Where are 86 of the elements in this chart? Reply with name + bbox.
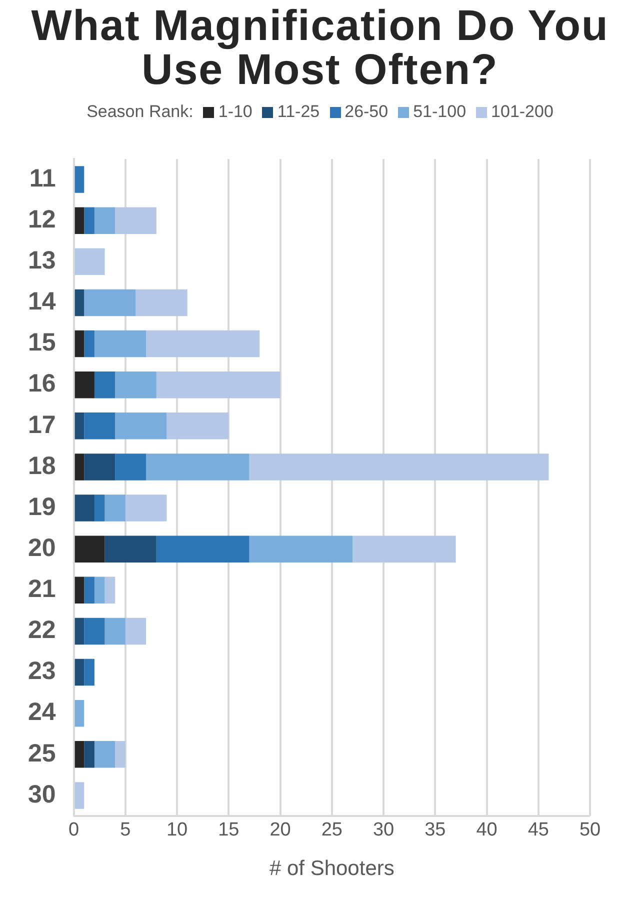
bar [94, 330, 146, 358]
bar [125, 494, 167, 522]
bar [352, 536, 456, 562]
legend-title: Season Rank: [86, 102, 194, 122]
x-tick-label: 40 [476, 820, 498, 841]
bar [74, 207, 84, 234]
bar [94, 741, 116, 768]
bar [115, 741, 126, 768]
bar [74, 494, 94, 522]
bar [104, 576, 116, 604]
y-tick-label: 19 [28, 492, 56, 521]
x-tick-label: 50 [579, 820, 601, 841]
bar [74, 741, 84, 768]
bar [74, 536, 105, 562]
y-tick-label: 23 [28, 657, 56, 686]
y-tick-label: 11 [29, 164, 56, 192]
x-axis-title: # of Shooters [269, 857, 394, 880]
bar [74, 576, 84, 604]
legend-label: 101-200 [491, 102, 554, 122]
y-tick-label: 14 [28, 288, 56, 316]
bar [74, 330, 84, 358]
bar [84, 454, 116, 480]
bar [146, 330, 260, 358]
y-tick-label: 16 [28, 370, 56, 398]
bar [84, 412, 116, 440]
x-tick-label: 35 [424, 820, 446, 841]
bar [74, 454, 84, 480]
legend-label: 1-10 [218, 102, 252, 122]
bar [166, 412, 229, 440]
y-tick-label: 15 [28, 328, 56, 357]
x-tick-label: 10 [166, 820, 188, 841]
bar [146, 454, 250, 480]
bar [115, 372, 156, 398]
bar [74, 248, 105, 275]
bar [84, 330, 94, 358]
bar [249, 454, 549, 480]
x-tick-label: 20 [270, 820, 291, 841]
bar [104, 618, 126, 645]
bar [115, 454, 146, 480]
bar [94, 372, 116, 398]
x-tick-label: 45 [528, 820, 549, 841]
bar [74, 412, 84, 440]
bar [104, 494, 126, 522]
bar [74, 782, 84, 809]
x-tick-label: 25 [321, 820, 342, 841]
legend-label: 11-25 [277, 102, 320, 122]
bar [156, 372, 280, 398]
x-tick-label: 15 [218, 820, 240, 841]
bar [94, 576, 105, 604]
y-tick-label: 25 [28, 739, 56, 768]
x-tick-label: 0 [68, 820, 80, 841]
bar [74, 700, 84, 727]
y-tick-label: 17 [28, 410, 56, 439]
legend-label: 51-100 [413, 102, 466, 122]
bar [84, 289, 136, 316]
bar [125, 618, 146, 645]
bar [74, 289, 84, 316]
bar [74, 166, 84, 193]
bar [104, 536, 156, 562]
y-tick-label: 12 [28, 205, 56, 234]
bar [156, 536, 250, 562]
bar [74, 618, 84, 645]
y-tick-label: 30 [28, 780, 56, 808]
x-tick-label: 30 [372, 820, 394, 841]
y-tick-label: 22 [28, 616, 56, 644]
x-tick-label: 5 [120, 820, 131, 841]
y-tick-label: 18 [28, 452, 56, 480]
bar [94, 494, 105, 522]
bar [74, 658, 84, 686]
y-tick-label: 20 [28, 534, 56, 562]
bar [94, 207, 116, 234]
bar [84, 741, 94, 768]
bar [115, 412, 167, 440]
y-tick-label: 21 [28, 575, 56, 604]
bar [84, 618, 105, 645]
bar [84, 658, 94, 686]
y-tick-label: 24 [28, 698, 56, 726]
legend-label: 26-50 [344, 102, 388, 122]
bar [136, 289, 188, 316]
bar [249, 536, 353, 562]
bar [84, 576, 94, 604]
bar [74, 372, 94, 398]
chart-title: What Magnification Do You Use Most Often? [30, 1, 610, 94]
y-tick-label: 13 [28, 246, 56, 275]
bar [84, 207, 94, 234]
bar [115, 207, 156, 234]
